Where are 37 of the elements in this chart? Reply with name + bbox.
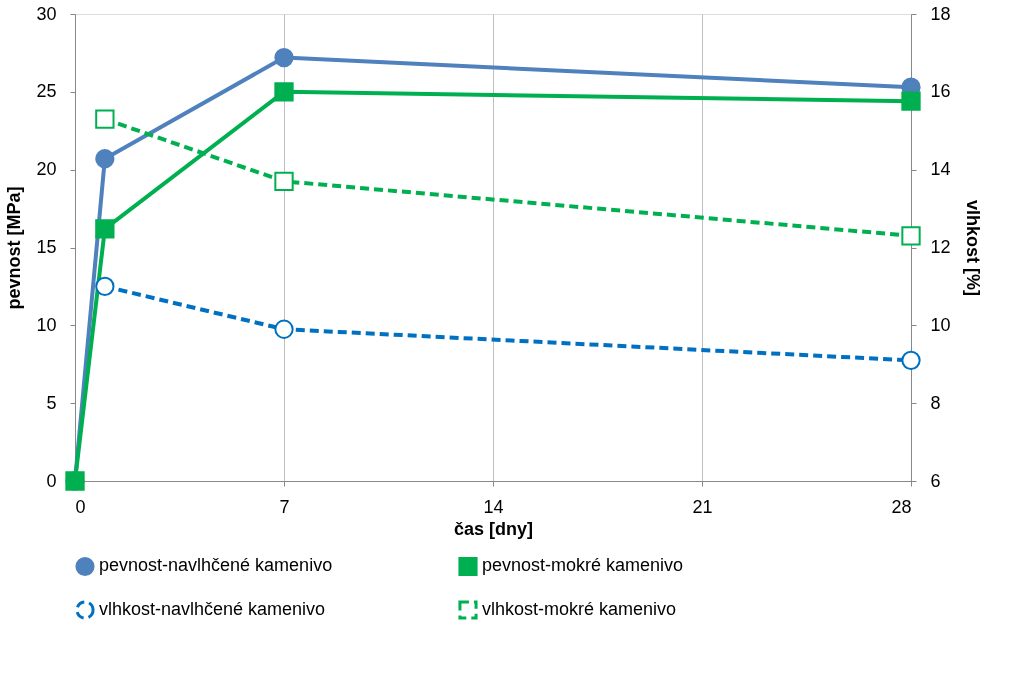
- point: [901, 350, 921, 370]
- y2-tick-label: 18: [930, 3, 951, 24]
- legend-label: pevnost-mokré kamenivo: [482, 555, 684, 576]
- point: [95, 219, 115, 239]
- y2-axis-title: vlhkost [%]: [962, 199, 983, 297]
- y-tick-label: 20: [36, 159, 57, 180]
- y2-tick-label: 8: [930, 392, 941, 413]
- y-tick-label: 15: [36, 237, 57, 257]
- y2-tick-label: 16: [930, 81, 951, 102]
- point: [901, 91, 921, 111]
- point: [95, 149, 115, 169]
- y2-tick-label: 10: [930, 314, 951, 335]
- y-tick-label: 10: [36, 314, 57, 335]
- x-tick-label: 14: [483, 496, 504, 517]
- point: [274, 82, 294, 102]
- y-tick-label: 5: [46, 392, 57, 413]
- point: [274, 319, 294, 339]
- legend-label: vlhkost-navlhčené kamenivo: [99, 599, 326, 619]
- y-tick-label: 0: [46, 470, 57, 491]
- x-tick-label: 7: [279, 496, 290, 517]
- y-tick-label: 25: [36, 81, 57, 102]
- y-axis-title: pevnost [MPa]: [4, 186, 25, 310]
- legend-label: vlhkost-mokré kamenivo: [482, 599, 677, 619]
- point: [95, 109, 115, 129]
- y2-tick-label: 6: [930, 470, 941, 491]
- x-tick-label: 0: [75, 496, 86, 517]
- x-tick-label: 21: [692, 496, 713, 517]
- y2-tick-label: 14: [930, 159, 951, 180]
- x-axis-title: čas [dny]: [453, 518, 534, 539]
- point: [274, 47, 294, 68]
- point: [95, 276, 115, 297]
- y2-tick-label: 12: [930, 237, 951, 257]
- point: [901, 226, 921, 246]
- x-tick-label: 28: [891, 496, 912, 517]
- point: [274, 171, 294, 191]
- y-tick-label: 30: [36, 3, 57, 24]
- legend-label: pevnost-navlhčené kamenivo: [99, 555, 333, 576]
